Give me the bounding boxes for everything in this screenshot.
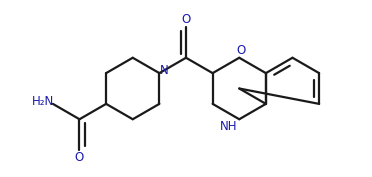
Text: NH: NH — [220, 120, 237, 133]
Text: H₂N: H₂N — [32, 95, 55, 108]
Text: O: O — [75, 151, 84, 164]
Text: O: O — [182, 13, 190, 26]
Text: N: N — [160, 64, 169, 78]
Text: O: O — [237, 44, 246, 57]
